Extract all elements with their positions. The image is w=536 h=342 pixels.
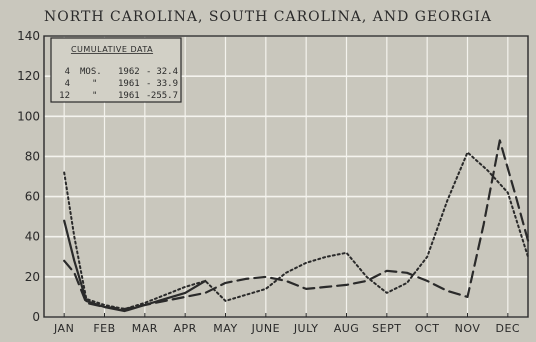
legend-row: 4 MOS. 1962 - 32.4 — [65, 67, 178, 77]
x-tick-label: APR — [174, 322, 197, 335]
x-tick-label: DEC — [496, 322, 521, 335]
legend-box — [50, 37, 182, 103]
plot-frame — [43, 35, 529, 318]
x-tick-label: MAR — [132, 322, 158, 335]
legend-row: 4 " 1961 - 33.9 — [65, 79, 178, 89]
legend-row-dash: - — [146, 67, 151, 77]
legend-row-year: 1961 — [118, 91, 140, 101]
x-tick-label: SEPT — [372, 322, 401, 335]
legend-title: CUMULATIVE DATA — [71, 45, 153, 54]
legend-row-count: 4 — [65, 79, 70, 89]
y-tick-label: 40 — [25, 230, 40, 244]
legend-row-value: 32.4 — [156, 67, 178, 77]
y-tick-label: 20 — [25, 270, 40, 284]
series-line-dotted — [63, 151, 529, 310]
axis-labels: 0 20 40 60 80 100 120 140 JAN FEB MAR APR MAY JUNE JUL… — [17, 29, 520, 335]
x-tick-label: JULY — [293, 322, 319, 335]
series-line-solid — [63, 219, 207, 313]
series-lines — [63, 139, 530, 313]
legend-row: 12 " 1961 - 255.7 — [59, 91, 178, 101]
y-tick-label: 60 — [25, 190, 40, 204]
y-tick-label: 140 — [17, 29, 40, 43]
legend-row-value: 33.9 — [156, 79, 178, 89]
y-tick-label: 100 — [17, 109, 40, 123]
legend-row-year: 1962 — [118, 67, 140, 77]
x-tick-label: FEB — [93, 322, 115, 335]
legend: CUMULATIVE DATA 4 MOS. 1962 - 32.4 4 " 1… — [50, 37, 182, 103]
legend-row-unit: MOS. — [80, 67, 102, 77]
legend-row-unit: " — [92, 79, 97, 89]
x-tick-label: OCT — [415, 322, 440, 335]
legend-row-dash: - — [146, 91, 151, 101]
x-tick-label: AUG — [334, 322, 360, 335]
legend-row-dash: - — [146, 79, 151, 89]
legend-row-unit: " — [92, 91, 97, 101]
x-tick-label: MAY — [213, 322, 237, 335]
legend-row-count: 4 — [65, 67, 70, 77]
y-tick-label: 0 — [32, 310, 40, 324]
legend-row-year: 1961 — [118, 79, 140, 89]
y-tick-label: 80 — [25, 149, 40, 163]
x-tick-label: JAN — [53, 322, 74, 335]
legend-row-value: 255.7 — [151, 91, 178, 101]
legend-row-count: 12 — [59, 91, 70, 101]
chart-title: NORTH CAROLINA, SOUTH CAROLINA, AND GEOR… — [44, 9, 492, 25]
x-tick-label: JUNE — [251, 322, 280, 335]
y-tick-label: 120 — [17, 69, 40, 83]
x-tick-label: NOV — [455, 322, 481, 335]
